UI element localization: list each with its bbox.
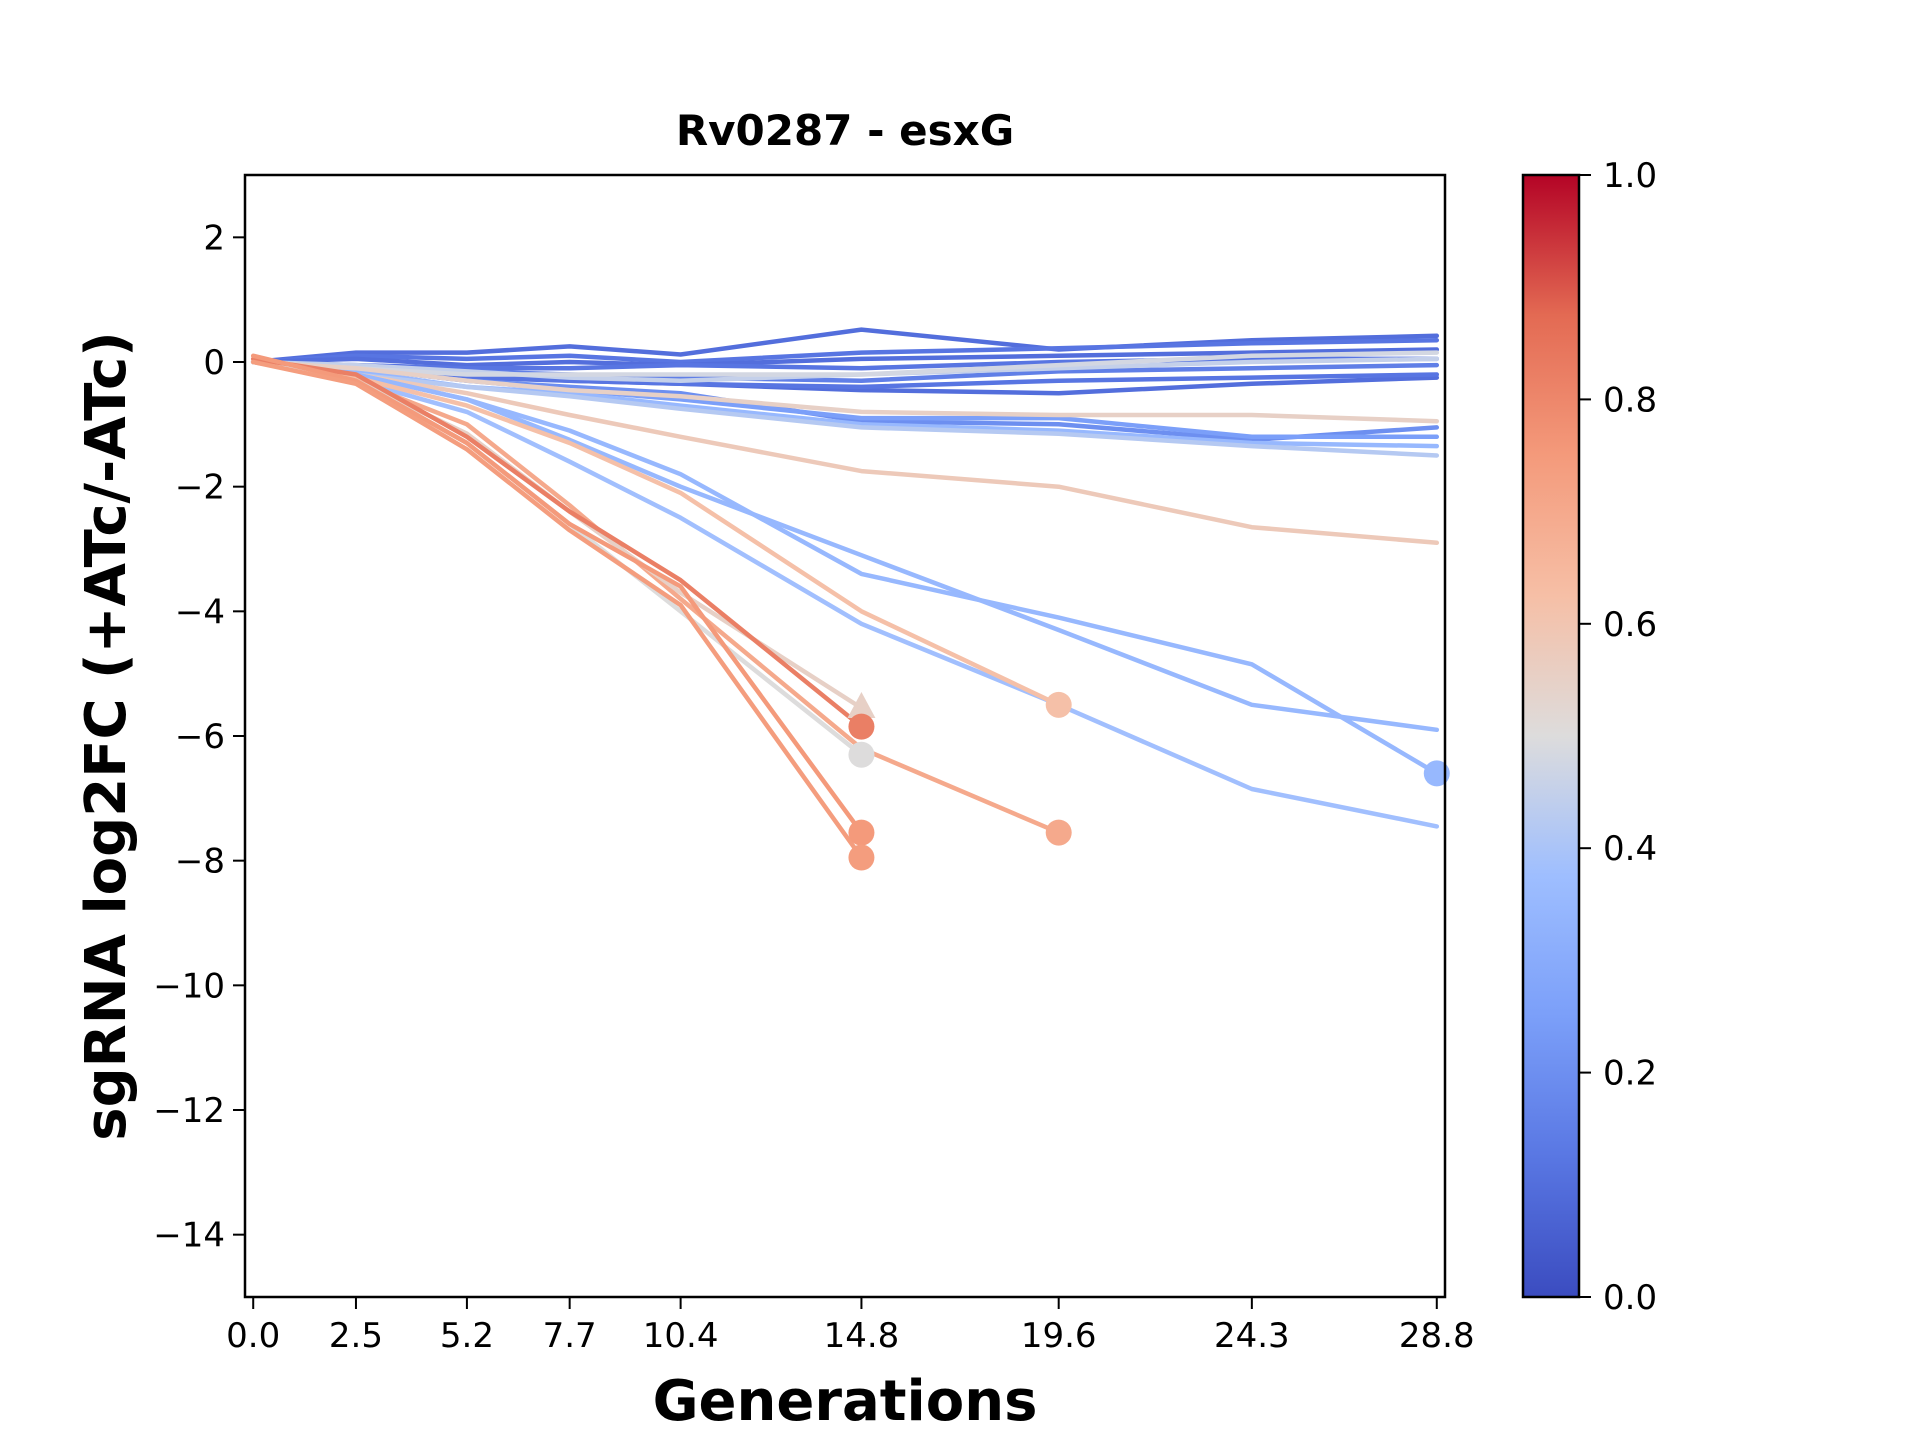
end-marker-circle-23 — [848, 713, 875, 740]
series-line-19 — [250, 359, 1061, 708]
x-tick-label: 7.7 — [543, 1316, 597, 1356]
y-tick-label: −12 — [153, 1091, 225, 1131]
x-axis-title: Generations — [653, 1369, 1038, 1434]
y-tick-label: −4 — [175, 592, 225, 632]
x-tick-label: 24.3 — [1214, 1316, 1290, 1356]
end-marker-circle-20 — [1045, 819, 1072, 846]
end-marker-triangle-21 — [847, 691, 876, 718]
y-tick-label: 0 — [203, 343, 225, 383]
y-tick-label: −2 — [175, 468, 225, 508]
series-line-17 — [250, 359, 1440, 733]
x-tick-label: 19.6 — [1021, 1316, 1097, 1356]
colorbar — [1521, 173, 1581, 1299]
y-tick-label: −14 — [153, 1216, 225, 1256]
chart-title: Rv0287 - esxG — [676, 106, 1014, 155]
colorbar-ticks: 0.0 0.2 0.4 0.6 0.8 1.0 — [1579, 156, 1657, 1318]
colorbar-tick-label: 0.8 — [1603, 380, 1657, 420]
series-line-2 — [250, 337, 1440, 365]
y-axis-title: sgRNA log2FC (+ATc/-ATc) — [74, 331, 139, 1141]
y-axis-ticks: 2 0 −2 −4 −6 −8 −10 −12 −14 — [153, 218, 245, 1256]
end-marker-circle-16 — [1423, 760, 1450, 787]
end-marker-circle-24 — [848, 819, 875, 846]
end-marker-circle-19 — [1045, 691, 1072, 718]
end-markers-group — [847, 691, 1450, 871]
series-line-24 — [250, 353, 864, 835]
colorbar-tick-label: 0.4 — [1603, 829, 1657, 869]
x-tick-label: 10.4 — [643, 1316, 719, 1356]
colorbar-tick-label: 1.0 — [1603, 156, 1657, 196]
series-line-22 — [250, 359, 864, 757]
colorbar-tick-label: 0.0 — [1603, 1278, 1657, 1318]
x-tick-label: 5.2 — [440, 1316, 494, 1356]
x-tick-label: 0.0 — [226, 1316, 280, 1356]
y-tick-label: 2 — [203, 218, 225, 258]
series-line-25 — [250, 359, 864, 860]
series-group — [250, 327, 1440, 860]
series-line-12 — [250, 356, 1440, 383]
series-line-18 — [250, 359, 1440, 829]
series-line-14 — [250, 359, 1440, 424]
colorbar-tick-label: 0.6 — [1603, 605, 1657, 645]
x-tick-label: 28.8 — [1399, 1316, 1475, 1356]
y-tick-label: −10 — [153, 966, 225, 1006]
colorbar-tick-label: 0.2 — [1603, 1054, 1657, 1094]
x-axis-ticks: 0.0 2.5 5.2 7.7 10.4 14.8 19.6 24.3 28.8 — [226, 1297, 1475, 1356]
y-tick-label: −6 — [175, 717, 225, 757]
end-marker-circle-22 — [848, 741, 875, 768]
end-marker-circle-25 — [848, 844, 875, 871]
series-line-23 — [250, 356, 864, 729]
x-tick-label: 14.8 — [824, 1316, 900, 1356]
x-tick-label: 2.5 — [329, 1316, 383, 1356]
y-tick-label: −8 — [175, 842, 225, 882]
